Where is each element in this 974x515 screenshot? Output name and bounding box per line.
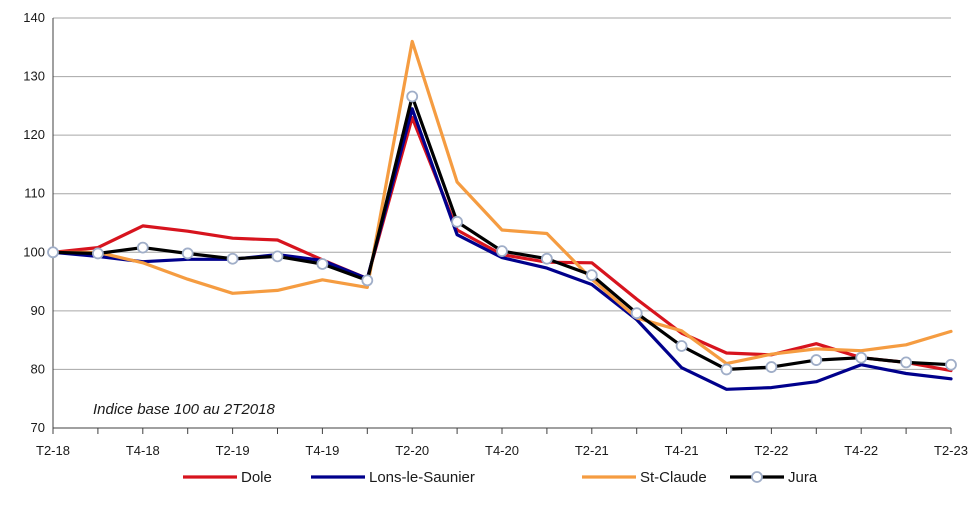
x-tick-label-T4-18: T4-18 (126, 443, 160, 458)
data-point-jura-T2-19 (226, 252, 239, 265)
x-tick-label-T2-21: T2-21 (575, 443, 609, 458)
chart-annotation: Indice base 100 au 2T2018 (93, 401, 275, 418)
series-lines (51, 39, 953, 391)
legend-label-dole: Dole (241, 469, 272, 486)
data-point-jura-T1-19 (181, 247, 194, 260)
data-point-jura-T2-18 (47, 246, 59, 259)
x-tick-label-T2-19: T2-19 (216, 443, 250, 458)
y-tick-label-100: 100 (23, 244, 45, 259)
legend-label-st-claude: St-Claude (640, 469, 707, 486)
y-tick-label-140: 140 (23, 10, 45, 25)
data-point-jura-T4-21 (675, 340, 688, 352)
y-tick-label-90: 90 (31, 303, 45, 318)
data-point-jura-T2-22 (765, 361, 778, 373)
data-point-jura-T3-20 (451, 215, 464, 228)
data-point-jura-T1-20 (361, 274, 374, 287)
data-point-jura-T1-23 (900, 356, 912, 369)
data-point-jura-T3-19 (271, 250, 284, 263)
legend-label-lons-le-saunier: Lons-le-Saunier (369, 469, 475, 486)
gridlines (53, 17, 951, 370)
series-line-lons-le-saunier (51, 107, 953, 391)
axes: 70 80 90 100 110 120 130 140 T2-18 T4-18 T2-19 T4-1… (23, 10, 968, 458)
y-tick-label-120: 120 (23, 127, 45, 142)
series-line-jura (51, 94, 953, 371)
y-tick-label-70: 70 (31, 420, 45, 435)
legend-marker-jura (751, 471, 763, 483)
x-tick-label-T2-22: T2-22 (754, 443, 788, 458)
legend-label-jura: Jura (788, 469, 818, 486)
x-tick-label-T2-23: T2-23 (934, 443, 968, 458)
data-point-jura-T4-19 (316, 258, 329, 270)
data-point-jura-T4-18 (136, 241, 149, 254)
data-point-jura-T2-20 (406, 90, 419, 103)
data-point-jura-T1-21 (541, 252, 553, 265)
x-tick-label-T4-22: T4-22 (844, 443, 878, 458)
x-tick-label-T4-19: T4-19 (305, 443, 339, 458)
series-line-st-claude (51, 39, 953, 366)
data-point-jura-T4-22 (855, 351, 868, 364)
data-point-jura-T2-23 (945, 358, 957, 371)
x-tick-label-T4-21: T4-21 (665, 443, 699, 458)
y-tick-label-110: 110 (24, 186, 45, 201)
data-point-jura-T3-21 (630, 307, 643, 320)
x-tick-label-T4-20: T4-20 (485, 443, 519, 458)
data-point-jura-T1-22 (720, 363, 733, 376)
x-tick-label-T2-18: T2-18 (36, 443, 70, 458)
legend: Dole Lons-le-Saunier St-Claude Jura (183, 469, 818, 486)
data-point-jura-T2-21 (585, 269, 598, 282)
x-tick-label-T2-20: T2-20 (395, 443, 429, 458)
data-point-jura-T3-22 (810, 354, 823, 366)
series-markers (47, 90, 957, 376)
data-point-jura-T4-20 (496, 245, 508, 258)
y-tick-label-130: 130 (23, 69, 45, 84)
series-line-dole (51, 115, 953, 373)
data-point-jura-T3-18 (92, 247, 104, 260)
y-tick-label-80: 80 (31, 361, 45, 376)
